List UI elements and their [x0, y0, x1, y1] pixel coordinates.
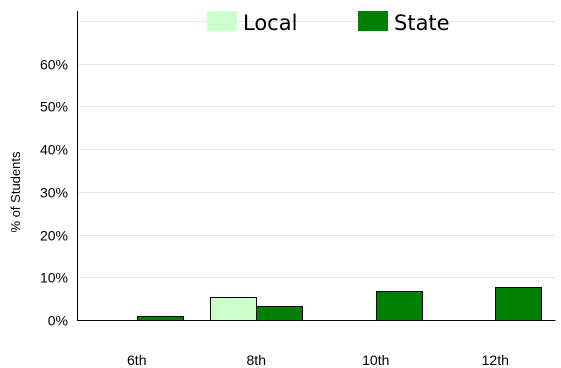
x-tick-label: 12th [482, 352, 509, 368]
legend-swatch-local [207, 9, 237, 31]
bar-state-12th [495, 287, 542, 321]
y-tick-label: 50% [40, 99, 68, 115]
axes [77, 11, 556, 321]
legend-swatch-state [358, 9, 388, 31]
y-tick-label: 30% [40, 185, 68, 201]
gridlines [77, 21, 555, 278]
x-tick-label: 8th [247, 352, 266, 368]
bar-local-8th [210, 297, 257, 321]
top-label-mask [40, 0, 71, 34]
bar-state-6th [137, 316, 184, 321]
y-tick-label: 10% [40, 270, 68, 286]
y-axis-title: % of Students [8, 151, 23, 232]
x-tick-label: 10th [362, 352, 389, 368]
y-tick-labels: 0%10%20%30%40%50%60%70% [40, 14, 68, 329]
bars [137, 287, 542, 321]
y-tick-label: 20% [40, 228, 68, 244]
legend-label-state: State [394, 11, 450, 35]
x-tick-labels: 6th 8th 10th 12th [127, 352, 509, 368]
legend-label-local: Local [243, 11, 297, 35]
y-tick-label: 60% [40, 57, 68, 73]
legend: Local State [207, 9, 450, 35]
x-tick-label: 6th [127, 352, 146, 368]
top-clip-mask [0, 0, 561, 11]
bar-state-10th [376, 291, 423, 321]
bar-state-8th [256, 306, 303, 321]
y-tick-label: 40% [40, 142, 68, 158]
y-tick-label: 0% [48, 313, 68, 329]
